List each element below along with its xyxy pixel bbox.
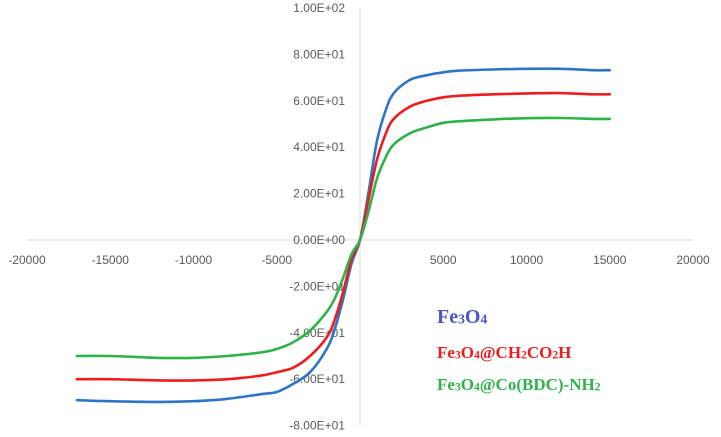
y-tick-label: 6.00E+01 bbox=[293, 94, 345, 108]
x-tick-label: 5000 bbox=[430, 253, 457, 267]
x-tick-label: -10000 bbox=[175, 253, 213, 267]
legend-item-fe3o4-co-bdc-nh2: Fe3O4@Co(BDC)-NH2 bbox=[437, 375, 601, 394]
y-tick-label: 4.00E+01 bbox=[293, 140, 345, 154]
y-tick-label: 8.00E+01 bbox=[293, 47, 345, 61]
x-tick-label: -20000 bbox=[8, 253, 46, 267]
y-tick-label: 0.00E+00 bbox=[293, 233, 345, 247]
x-tick-label: -5000 bbox=[261, 253, 292, 267]
legend-item-fe3o4: Fe3O4 bbox=[437, 306, 488, 328]
y-tick-label: -8.00E+01 bbox=[289, 419, 345, 433]
y-tick-label: -2.00E+01 bbox=[289, 279, 345, 293]
series-line-fe3o4-co-bdc-nh2 bbox=[75, 116, 612, 360]
legend-item-fe3o4-ch2co2h: Fe3O4@CH2CO2H bbox=[437, 343, 572, 362]
x-tick-label: 20000 bbox=[676, 253, 710, 267]
x-tick-label: 10000 bbox=[510, 253, 544, 267]
y-tick-label: -4.00E+01 bbox=[289, 326, 345, 340]
x-tick-label: -15000 bbox=[92, 253, 130, 267]
x-tick-label: 15000 bbox=[593, 253, 627, 267]
y-tick-label: 2.00E+01 bbox=[293, 187, 345, 201]
y-tick-label: -6.00E+01 bbox=[289, 372, 345, 386]
y-tick-label: 1.00E+02 bbox=[293, 1, 345, 15]
